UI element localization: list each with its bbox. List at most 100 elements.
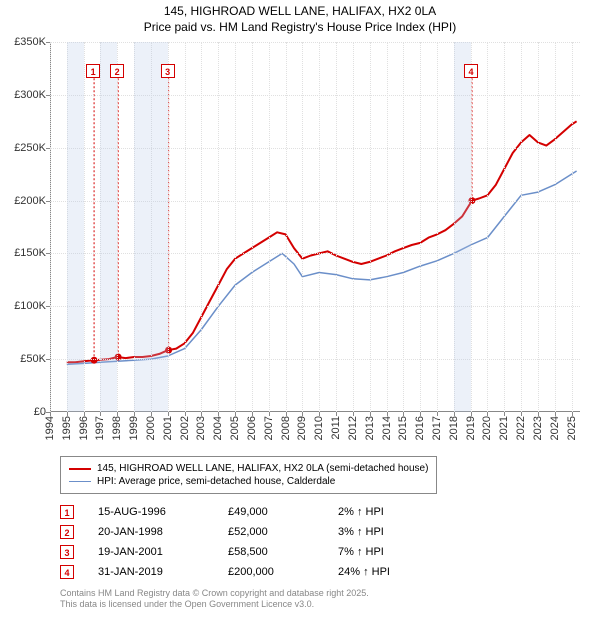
chart-title: 145, HIGHROAD WELL LANE, HALIFAX, HX2 0L…: [0, 0, 600, 35]
sale-row-marker: 4: [60, 565, 74, 579]
x-axis-label: 2004: [212, 416, 224, 440]
gridline-v: [521, 42, 522, 412]
y-axis-label: £200K: [2, 195, 46, 207]
y-axis-label: £150K: [2, 247, 46, 259]
legend-swatch: [69, 468, 91, 470]
x-axis-label: 2009: [296, 416, 308, 440]
gridline-v: [84, 42, 85, 412]
legend-item: HPI: Average price, semi-detached house,…: [69, 476, 428, 487]
sale-row-price: £58,500: [228, 546, 338, 558]
x-axis-label: 2002: [179, 416, 191, 440]
sale-row: 319-JAN-2001£58,5007% ↑ HPI: [60, 542, 418, 562]
x-axis-label: 2013: [364, 416, 376, 440]
legend-swatch: [69, 481, 91, 482]
sale-row-price: £49,000: [228, 506, 338, 518]
shaded-band: [134, 42, 168, 412]
sale-row: 4 31-JAN-2019£200,00024% ↑ HPI: [60, 562, 418, 582]
marker-number-box: 3: [161, 64, 175, 78]
gridline-v: [235, 42, 236, 412]
footer-line-2: This data is licensed under the Open Gov…: [60, 599, 369, 610]
footer-attribution: Contains HM Land Registry data © Crown c…: [60, 588, 369, 611]
gridline-h: [50, 42, 580, 43]
x-axis-label: 2021: [498, 416, 510, 440]
x-axis-label: 1997: [94, 416, 106, 440]
x-axis-label: 2011: [330, 416, 342, 440]
gridline-h: [50, 148, 580, 149]
gridline-v: [168, 42, 169, 412]
sale-row-marker: 1: [60, 505, 74, 519]
gridline-v: [504, 42, 505, 412]
x-axis-label: 1995: [61, 416, 73, 440]
gridline-v: [117, 42, 118, 412]
gridline-v: [185, 42, 186, 412]
sale-row-date: 19-JAN-2001: [98, 546, 228, 558]
gridline-h: [50, 359, 580, 360]
x-axis-label: 2014: [381, 416, 393, 440]
sale-row-date: 15-AUG-1996: [98, 506, 228, 518]
sale-dot: [91, 357, 98, 364]
legend-item: 145, HIGHROAD WELL LANE, HALIFAX, HX2 0L…: [69, 463, 428, 474]
sale-row-diff: 2% ↑ HPI: [338, 506, 418, 518]
sale-row-price: £52,000: [228, 526, 338, 538]
x-axis-label: 2025: [566, 416, 578, 440]
y-axis-label: £100K: [2, 300, 46, 312]
legend: 145, HIGHROAD WELL LANE, HALIFAX, HX2 0L…: [60, 456, 437, 494]
marker-number-box: 4: [464, 64, 478, 78]
sale-row: 1 15-AUG-1996£49,0002% ↑ HPI: [60, 502, 418, 522]
gridline-v: [370, 42, 371, 412]
gridline-v: [572, 42, 573, 412]
x-axis-label: 1994: [44, 416, 56, 440]
gridline-v: [336, 42, 337, 412]
x-axis-label: 2016: [414, 416, 426, 440]
x-axis-label: 2007: [263, 416, 275, 440]
gridline-v: [201, 42, 202, 412]
marker-number-box: 1: [86, 64, 100, 78]
marker-number-box: 2: [110, 64, 124, 78]
x-axis-label: 2006: [246, 416, 258, 440]
x-axis-label: 2023: [532, 416, 544, 440]
y-axis-label: £50K: [2, 353, 46, 365]
sale-row-marker: 3: [60, 545, 74, 559]
y-axis-label: £350K: [2, 36, 46, 48]
x-axis-label: 2010: [313, 416, 325, 440]
gridline-v: [437, 42, 438, 412]
x-axis-label: 2015: [397, 416, 409, 440]
gridline-v: [420, 42, 421, 412]
sale-row-date: 31-JAN-2019: [98, 566, 228, 578]
sale-row-diff: 24% ↑ HPI: [338, 566, 418, 578]
x-axis-label: 2020: [481, 416, 493, 440]
y-axis-label: £250K: [2, 142, 46, 154]
shaded-band: [454, 42, 471, 412]
gridline-v: [50, 42, 51, 412]
gridline-v: [319, 42, 320, 412]
x-axis-label: 2005: [229, 416, 241, 440]
x-axis-label: 2008: [280, 416, 292, 440]
x-axis-label: 2022: [515, 416, 527, 440]
gridline-v: [353, 42, 354, 412]
gridline-v: [252, 42, 253, 412]
legend-label: HPI: Average price, semi-detached house,…: [97, 476, 335, 487]
gridline-v: [471, 42, 472, 412]
sale-row-date: 20-JAN-1998: [98, 526, 228, 538]
shaded-band: [67, 42, 84, 412]
gridline-h: [50, 306, 580, 307]
y-axis-label: £300K: [2, 89, 46, 101]
x-axis-label: 2017: [431, 416, 443, 440]
x-axis-label: 2019: [465, 416, 477, 440]
shaded-band: [100, 42, 117, 412]
gridline-v: [387, 42, 388, 412]
chart-container: 145, HIGHROAD WELL LANE, HALIFAX, HX2 0L…: [0, 0, 600, 620]
x-axis-label: 2012: [347, 416, 359, 440]
legend-label: 145, HIGHROAD WELL LANE, HALIFAX, HX2 0L…: [97, 463, 428, 474]
gridline-v: [538, 42, 539, 412]
x-axis-label: 2003: [195, 416, 207, 440]
x-axis-label: 2018: [448, 416, 460, 440]
title-line-1: 145, HIGHROAD WELL LANE, HALIFAX, HX2 0L…: [0, 4, 600, 20]
sale-row-price: £200,000: [228, 566, 338, 578]
sale-row-diff: 3% ↑ HPI: [338, 526, 418, 538]
x-axis-label: 1998: [111, 416, 123, 440]
sale-row-marker: 2: [60, 525, 74, 539]
x-axis-label: 2024: [549, 416, 561, 440]
gridline-v: [555, 42, 556, 412]
x-axis-label: 1999: [128, 416, 140, 440]
